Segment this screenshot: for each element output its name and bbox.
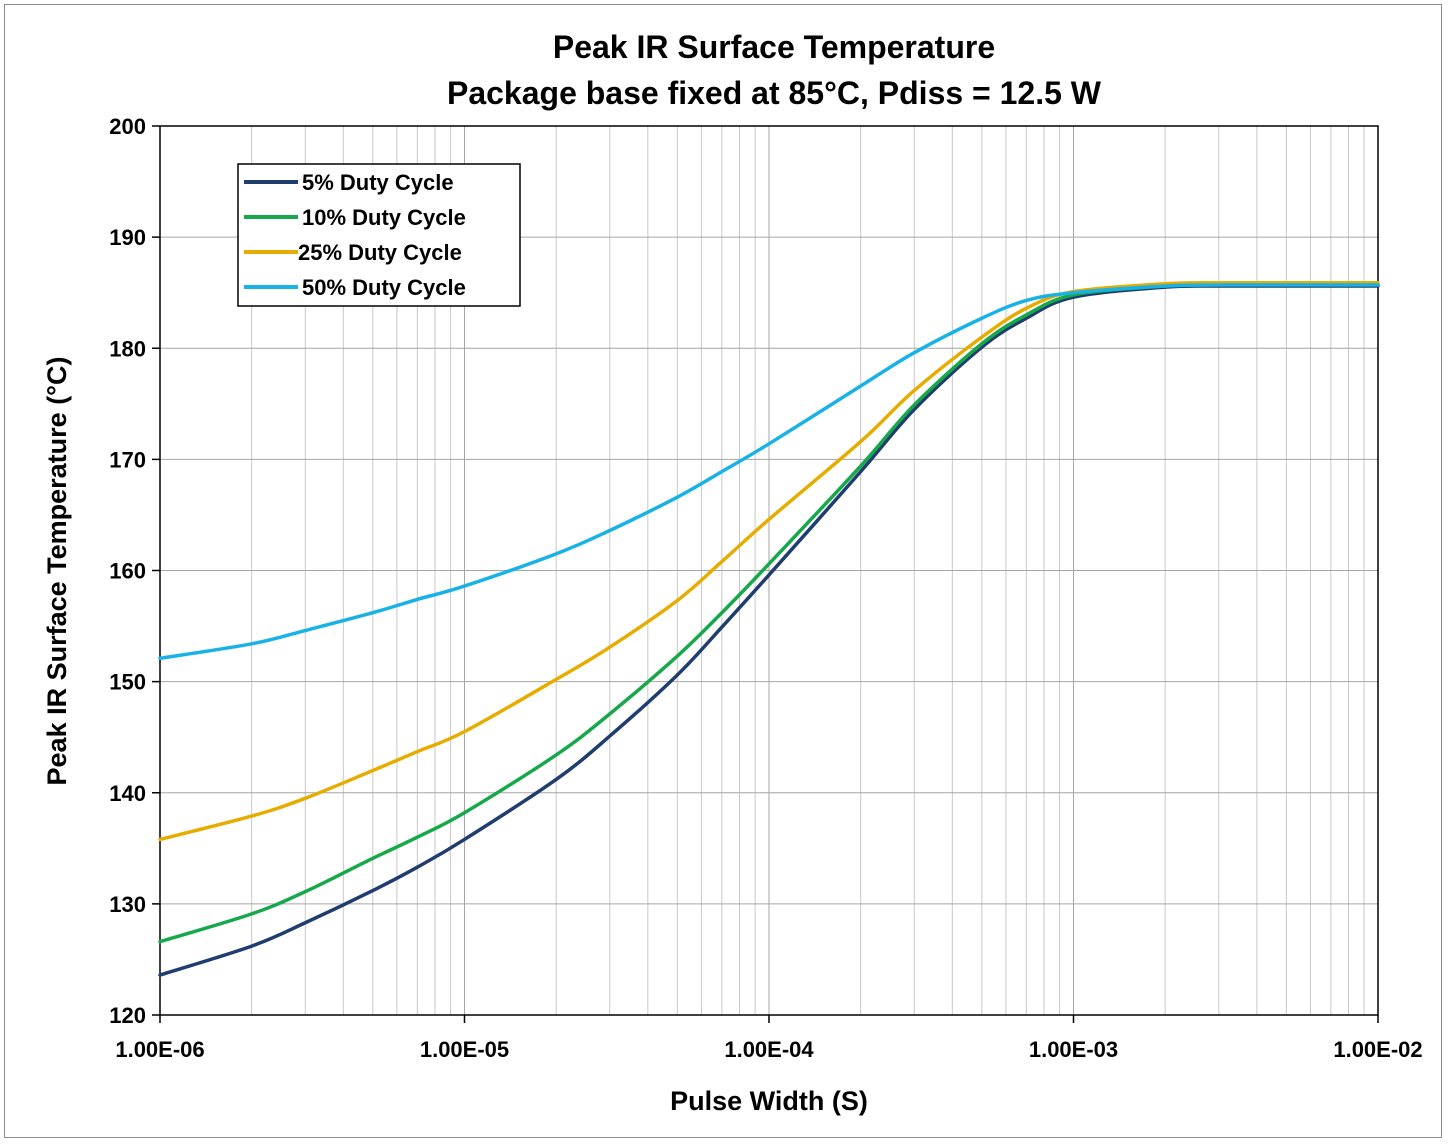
- legend-box: [237, 163, 521, 307]
- y-tick-label: 170: [109, 447, 146, 472]
- series-25pct-duty-cycle-line: [158, 280, 1380, 842]
- y-tick-label: 120: [109, 1003, 146, 1028]
- series-25pct-duty-cycle-legend-label: 25% Duty Cycle: [298, 240, 462, 265]
- y-tick-label: 150: [109, 670, 146, 695]
- x-tick-label: 1.00E-03: [1029, 1037, 1118, 1062]
- y-tick-label: 140: [109, 781, 146, 806]
- y-tick-label: 160: [109, 559, 146, 584]
- y-axis-label: Peak IR Surface Temperature (°C): [42, 357, 72, 786]
- series-10pct-duty-cycle-legend-label: 10% Duty Cycle: [302, 205, 466, 230]
- y-axis-ticks: 120 130 140 150 160 170 180 190 200: [109, 114, 160, 1028]
- series-layer: [158, 280, 1380, 977]
- x-tick-label: 1.00E-05: [420, 1037, 509, 1062]
- y-tick-label: 130: [109, 892, 146, 917]
- y-tick-label: 200: [109, 114, 146, 139]
- y-tick-label: 180: [109, 336, 146, 361]
- x-tick-label: 1.00E-04: [724, 1037, 814, 1062]
- x-axis-ticks: 1.00E-06 1.00E-05 1.00E-04 1.00E-03 1.00E-02: [115, 1015, 1423, 1062]
- y-tick-label: 190: [109, 225, 146, 250]
- series-50pct-duty-cycle-line: [158, 283, 1380, 661]
- x-axis-label: Pulse Width (S): [670, 1086, 868, 1116]
- x-tick-label: 1.00E-02: [1333, 1037, 1422, 1062]
- series-5pct-duty-cycle-legend-label: 5% Duty Cycle: [302, 170, 454, 195]
- chart-subtitle: Package base fixed at 85°C, Pdiss = 12.5…: [447, 75, 1102, 111]
- x-tick-label: 1.00E-06: [115, 1037, 204, 1062]
- series-50pct-duty-cycle-legend-label: 50% Duty Cycle: [302, 275, 466, 300]
- chart-title: Peak IR Surface Temperature: [553, 29, 995, 65]
- legend: 5% Duty Cycle 10% Duty Cycle 25% Duty Cycl…: [237, 163, 521, 307]
